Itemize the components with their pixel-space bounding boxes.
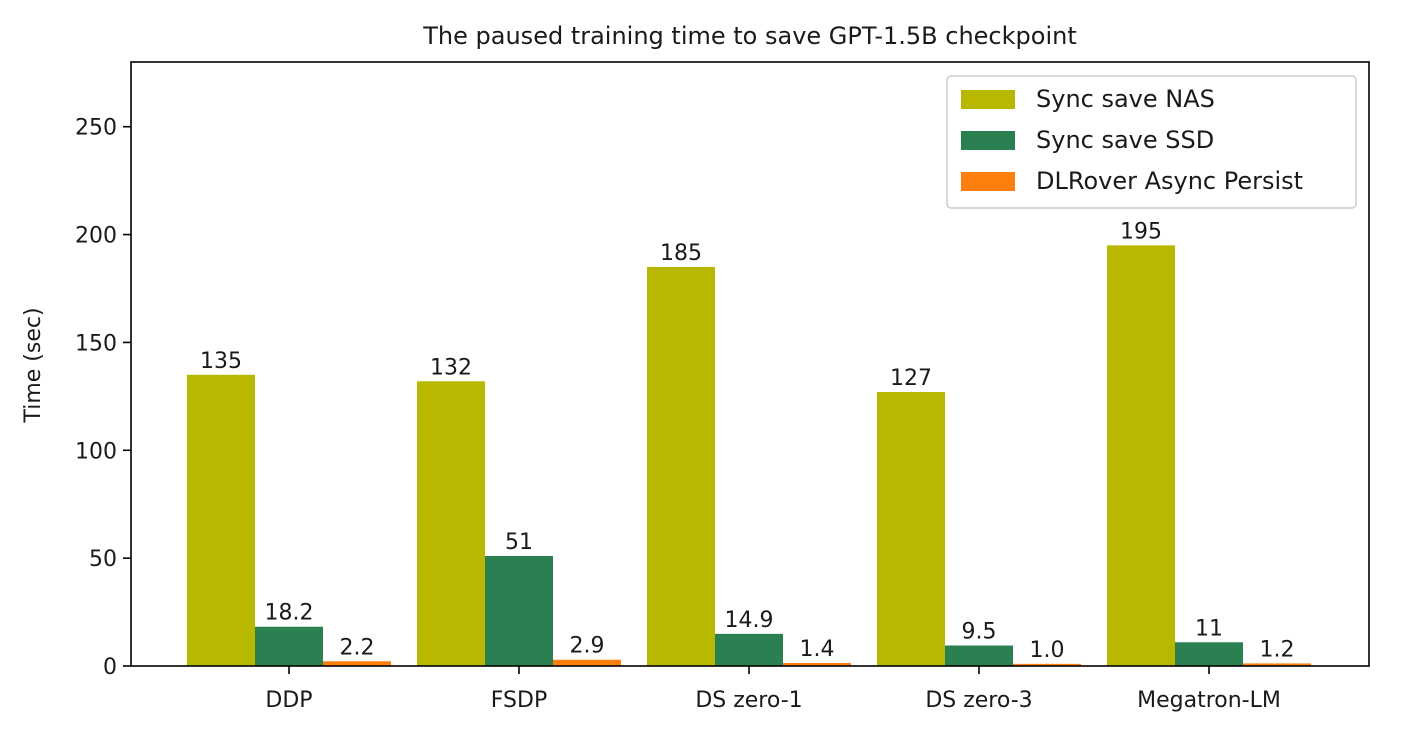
- legend-swatch: [961, 172, 1015, 191]
- bar: [1013, 663, 1081, 666]
- y-tick-label: 150: [75, 331, 117, 356]
- bar: [485, 555, 553, 666]
- legend-swatch: [961, 90, 1015, 109]
- bar-value-label: 1.4: [800, 637, 835, 662]
- bar: [783, 662, 851, 666]
- y-axis-label: Time (sec): [21, 307, 46, 423]
- y-tick-label: 100: [75, 439, 117, 464]
- bar-value-label: 1.0: [1030, 638, 1065, 663]
- bar: [945, 645, 1013, 666]
- legend-label: Sync save NAS: [1036, 85, 1215, 113]
- legend-swatch: [961, 131, 1015, 150]
- bar-value-label: 127: [890, 366, 932, 391]
- plot-frame: [130, 61, 1370, 667]
- x-tick-label: DS zero-3: [925, 688, 1032, 713]
- bar-value-label: 11: [1195, 616, 1223, 641]
- bar-value-label: 2.9: [570, 634, 605, 659]
- bar-value-label: 195: [1120, 219, 1162, 244]
- y-tick-label: 250: [75, 116, 117, 141]
- bar-value-label: 18.2: [265, 601, 314, 626]
- bar-value-label: 14.9: [725, 608, 774, 633]
- bar-value-label: 51: [505, 530, 533, 555]
- bar: [255, 626, 323, 666]
- bar: [553, 659, 621, 666]
- x-tick-label: Megatron-LM: [1137, 688, 1281, 713]
- bar: [715, 633, 783, 666]
- bar: [1243, 663, 1311, 666]
- bar: [1175, 642, 1243, 666]
- bar: [877, 392, 945, 666]
- y-tick-label: 50: [89, 547, 117, 572]
- bar: [417, 381, 485, 666]
- x-tick-label: FSDP: [491, 688, 547, 713]
- bar: [647, 266, 715, 666]
- legend-label: Sync save SSD: [1036, 126, 1214, 154]
- bar: [187, 374, 255, 666]
- x-tick-label: DS zero-1: [695, 688, 802, 713]
- bar-value-label: 9.5: [962, 620, 997, 645]
- y-tick-label: 0: [103, 655, 117, 680]
- bar-value-label: 1.2: [1260, 637, 1295, 662]
- bar-value-label: 132: [430, 355, 472, 380]
- x-tick-label: DDP: [265, 688, 312, 713]
- bar-value-label: 2.2: [340, 635, 375, 660]
- bar-value-label: 135: [200, 349, 242, 374]
- legend-box: [946, 75, 1357, 209]
- legend-label: DLRover Async Persist: [1036, 167, 1303, 195]
- y-tick-label: 200: [75, 224, 117, 249]
- bar-value-label: 185: [660, 241, 702, 266]
- chart-title: The paused training time to save GPT-1.5…: [422, 22, 1076, 50]
- bar: [323, 661, 391, 666]
- bar: [1107, 245, 1175, 666]
- legend: Sync save NAS Sync save SSD DLRover Async …: [946, 75, 1357, 209]
